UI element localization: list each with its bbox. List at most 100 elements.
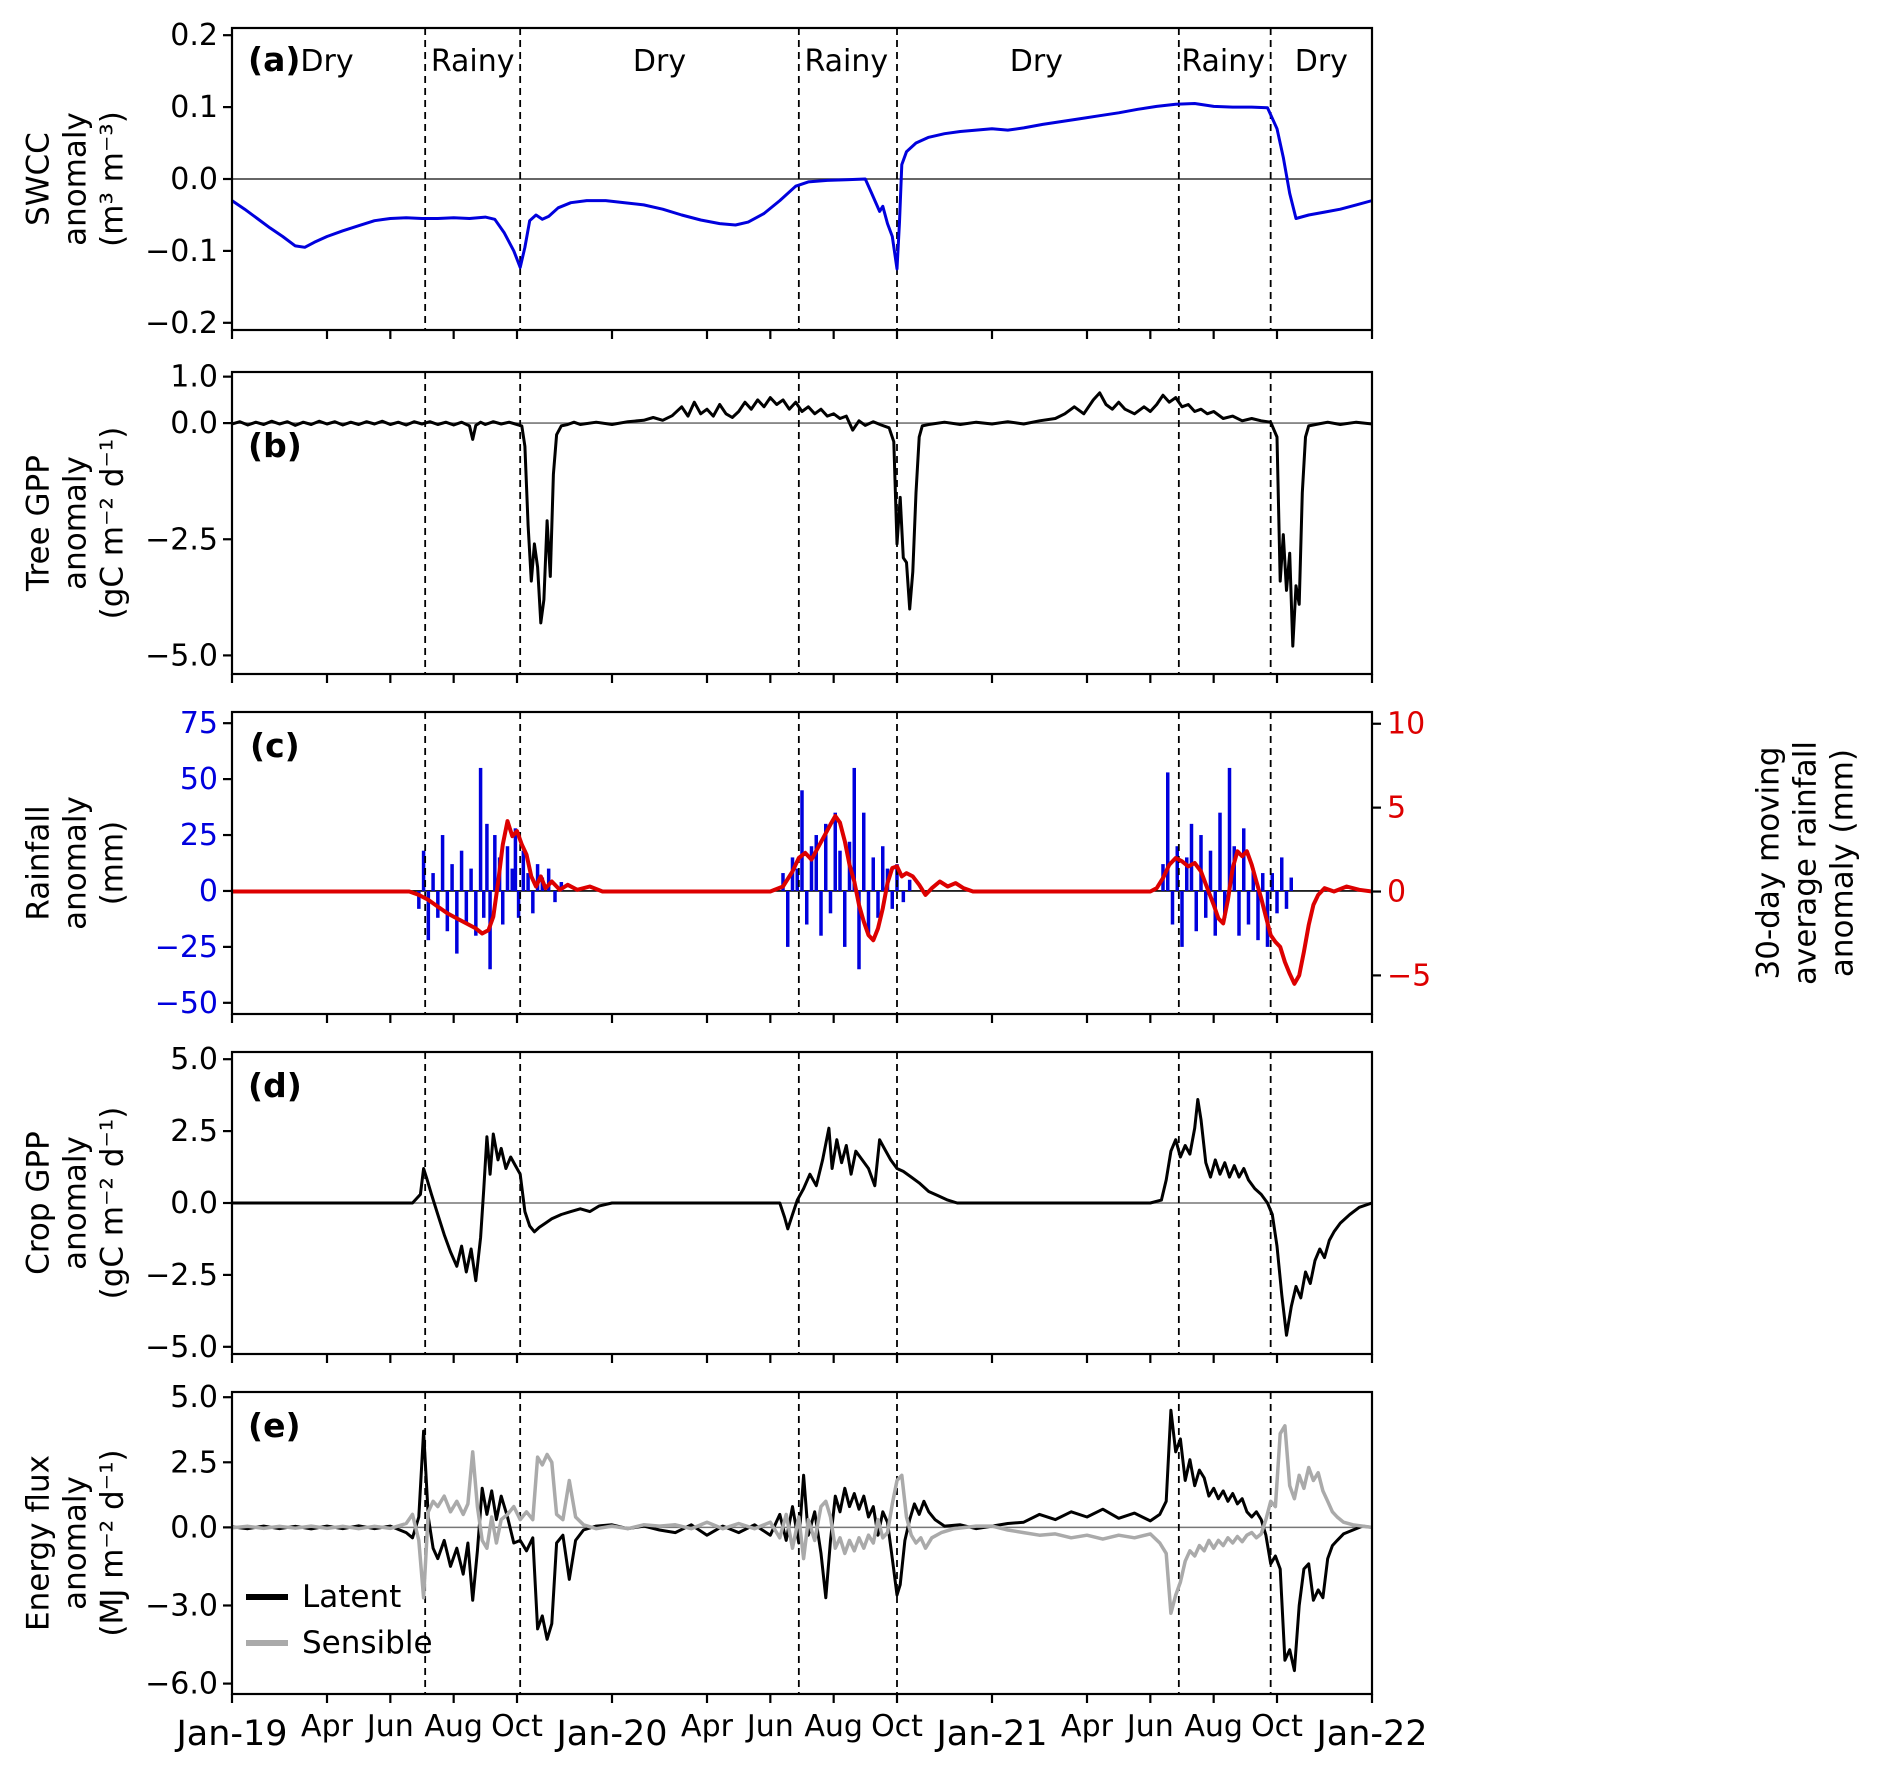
panel-label-d: (d)	[248, 1066, 302, 1105]
rainfall-bar	[901, 890, 906, 903]
y-axis-title-line: SWCC	[20, 132, 57, 226]
rainfall-bar	[1270, 873, 1274, 891]
season-label-dry: Dry	[300, 44, 354, 79]
y-tick-label: 50	[180, 762, 218, 797]
rainfall-bar	[1256, 890, 1260, 941]
swcc-anomaly-line	[233, 102, 1371, 271]
y-tick-label: −0.1	[145, 234, 218, 269]
y-tick-label: 5.0	[170, 1380, 218, 1415]
panel-e-plot-area	[233, 1393, 1371, 1693]
season-label-dry: Dry	[632, 44, 687, 79]
panel-b-frame	[230, 370, 1374, 676]
rainfall-bar	[493, 835, 497, 891]
y-tick-label: −25	[155, 930, 218, 965]
latent-heat-line	[233, 1408, 1371, 1673]
y-axis-title-line: anomaly	[57, 456, 94, 590]
rainfall-bar	[1284, 890, 1289, 909]
season-label-rainy: Rainy	[430, 44, 515, 79]
y-tick-label: −5.0	[145, 638, 218, 673]
rainfall-bar	[510, 868, 514, 891]
panel-c-plot-area	[233, 713, 1371, 1013]
rainfall-bar	[478, 767, 483, 891]
y-tick-label: 5.0	[170, 1042, 218, 1077]
rainfall-bar	[1180, 890, 1184, 947]
rainfall-bar	[838, 850, 842, 891]
season-label-rainy: Rainy	[1181, 44, 1265, 79]
rainfall-bar	[805, 890, 809, 925]
y-tick-label: 0.1	[170, 90, 218, 125]
rainfall-bar	[1227, 767, 1232, 891]
panel-e-frame	[230, 1390, 1374, 1696]
rainfall-bar	[546, 868, 551, 891]
panel-a-plot-area	[233, 29, 1371, 329]
y-axis-title-line: (gC m⁻² d⁻¹)	[94, 426, 131, 620]
rainfall-bar	[426, 890, 431, 941]
y-axis-title-crop-gpp: Crop GPP anomaly (gC m⁻² d⁻¹)	[21, 1107, 132, 1300]
rainfall-bars	[417, 767, 1293, 970]
y-axis-title-line: 30-day moving	[1750, 746, 1787, 980]
x-tick-label: Oct	[491, 1709, 543, 1744]
rainfall-bar	[800, 790, 804, 891]
rainfall-bar	[907, 879, 912, 891]
rainfall-bar	[871, 857, 875, 891]
sensible-line-swatch	[246, 1640, 288, 1646]
y-tick-label: −0.2	[145, 306, 218, 341]
y-tick-label: 0.0	[170, 1186, 218, 1221]
rainfall-bar	[516, 890, 521, 918]
rainfall-bar	[1199, 835, 1203, 891]
rainfall-bar	[1251, 868, 1255, 891]
y-tick-label-right: 5	[1387, 791, 1406, 826]
y-axis-title-line: Crop GPP	[20, 1131, 57, 1275]
rainfall-bar	[1246, 890, 1251, 925]
y-tick-label: 25	[180, 818, 218, 853]
rainfall-bar	[795, 868, 799, 891]
rainfall-bar	[1242, 828, 1246, 891]
y-axis-title-line: (m³ m⁻³)	[94, 111, 131, 247]
rainfall-bar	[890, 890, 894, 909]
rainfall-bar	[876, 890, 880, 918]
rainfall-bar	[828, 890, 833, 914]
legend: Latent Sensible	[246, 1574, 433, 1666]
y-tick-label: 0.0	[170, 406, 218, 441]
rainfall-bar	[857, 890, 861, 970]
legend-label-latent: Latent	[302, 1579, 402, 1615]
rainfall-bar	[482, 890, 486, 918]
y-axis-title-line: average rainfall	[1787, 741, 1824, 985]
y-tick-label-right: −5	[1387, 958, 1431, 993]
x-tick-label: Aug	[424, 1709, 483, 1744]
y-axis-title-rainfall-moving-average: 30-day moving average rainfall anomaly (…	[1751, 741, 1862, 985]
y-axis-title-line: anomaly	[57, 112, 94, 246]
x-tick-label: Jun	[365, 1709, 414, 1744]
legend-entry-sensible: Sensible	[246, 1620, 433, 1666]
legend-label-sensible: Sensible	[302, 1625, 433, 1661]
x-tick-label: Jun	[1125, 1709, 1174, 1744]
rainfall-bar	[531, 890, 535, 914]
x-tick-label: Apr	[1061, 1709, 1114, 1744]
panel-label-c: (c)	[250, 726, 300, 765]
rainfall-bar	[1223, 890, 1227, 918]
x-tick-label: Jan-19	[174, 1714, 287, 1754]
latent-line-swatch	[246, 1594, 288, 1600]
crop-gpp-line	[233, 1098, 1371, 1337]
y-tick-label: 2.5	[170, 1114, 218, 1149]
rainfall-bar	[455, 890, 459, 954]
rainfall-moving-average-line	[233, 814, 1371, 986]
rainfall-bar	[1166, 772, 1170, 891]
y-axis-title-line: anomaly	[57, 796, 94, 930]
y-axis-title-line: (gC m⁻² d⁻¹)	[94, 1106, 131, 1300]
rainfall-bar	[1208, 850, 1213, 891]
x-tick-label: Jan-21	[934, 1714, 1047, 1754]
rainfall-bar	[809, 846, 814, 891]
rainfall-bar	[553, 890, 557, 903]
rainfall-bar	[526, 873, 530, 891]
rainfall-bar	[417, 890, 421, 909]
rainfall-bar	[521, 850, 526, 891]
y-axis-title-line: Tree GPP	[20, 455, 57, 591]
y-axis-title-line: (MJ m⁻² d⁻¹)	[94, 1449, 131, 1637]
rainfall-bar	[881, 846, 885, 891]
sensible-heat-line	[233, 1424, 1371, 1616]
x-tick-label: Oct	[1251, 1709, 1303, 1744]
rainfall-bar	[464, 890, 469, 925]
